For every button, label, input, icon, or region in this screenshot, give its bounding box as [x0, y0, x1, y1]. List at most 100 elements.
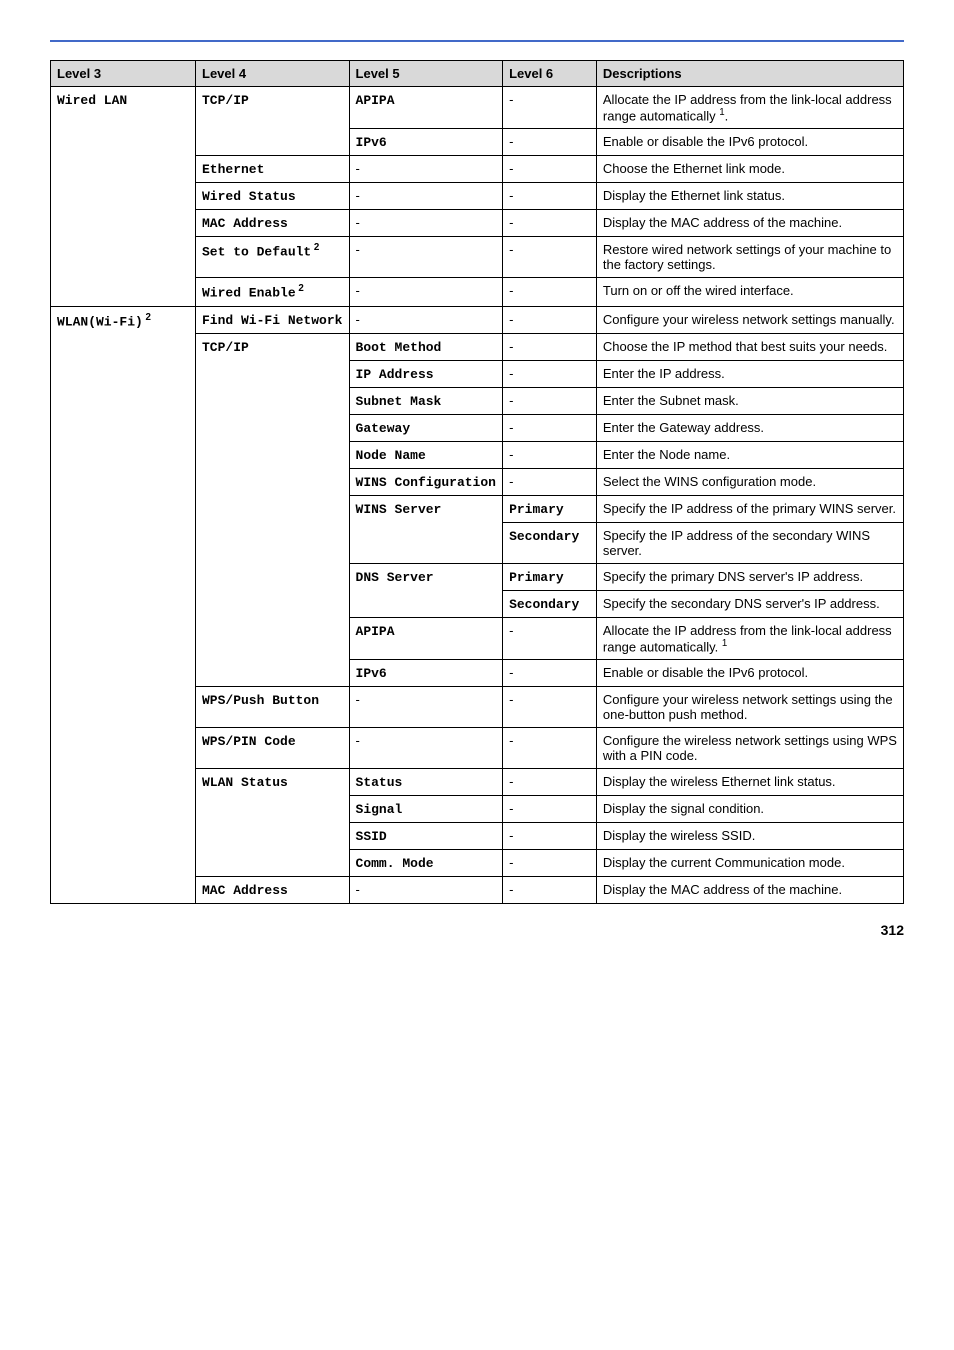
- cell-level6: -: [503, 414, 597, 441]
- cell-level4: WPS/Push Button: [196, 686, 350, 727]
- cell-level4: WLAN Status: [196, 768, 350, 876]
- cell-level5: Node Name: [349, 441, 503, 468]
- cell-level6: -: [503, 727, 597, 768]
- cell-level6: -: [503, 768, 597, 795]
- header-level6: Level 6: [503, 61, 597, 87]
- cell-level6: -: [503, 129, 597, 156]
- cell-level6: -: [503, 876, 597, 903]
- table-row: Wired LANTCP/IPAPIPA-Allocate the IP add…: [51, 87, 904, 129]
- page-number: 312: [50, 922, 904, 938]
- header-level4: Level 4: [196, 61, 350, 87]
- cell-level5: WINS Server: [349, 495, 503, 563]
- header-descriptions: Descriptions: [596, 61, 903, 87]
- header-level5: Level 5: [349, 61, 503, 87]
- cell-level5: IP Address: [349, 360, 503, 387]
- cell-description: Enter the IP address.: [596, 360, 903, 387]
- top-rule: [50, 40, 904, 42]
- cell-description: Allocate the IP address from the link-lo…: [596, 617, 903, 659]
- cell-level4: TCP/IP: [196, 333, 350, 686]
- cell-description: Enable or disable the IPv6 protocol.: [596, 129, 903, 156]
- cell-description: Display the Ethernet link status.: [596, 183, 903, 210]
- cell-level4: Wired Status: [196, 183, 350, 210]
- cell-level5: Status: [349, 768, 503, 795]
- cell-level4: Ethernet: [196, 156, 350, 183]
- cell-level6: -: [503, 795, 597, 822]
- cell-level5: -: [349, 210, 503, 237]
- cell-description: Enter the Subnet mask.: [596, 387, 903, 414]
- cell-level6: Primary: [503, 495, 597, 522]
- cell-level6: -: [503, 659, 597, 686]
- cell-level5: APIPA: [349, 617, 503, 659]
- cell-description: Display the signal condition.: [596, 795, 903, 822]
- cell-description: Configure your wireless network settings…: [596, 306, 903, 333]
- cell-level6: -: [503, 156, 597, 183]
- cell-description: Display the current Communication mode.: [596, 849, 903, 876]
- cell-level6: -: [503, 87, 597, 129]
- cell-level5: Comm. Mode: [349, 849, 503, 876]
- cell-level5: Subnet Mask: [349, 387, 503, 414]
- cell-description: Specify the IP address of the primary WI…: [596, 495, 903, 522]
- cell-description: Allocate the IP address from the link-lo…: [596, 87, 903, 129]
- cell-level5: Signal: [349, 795, 503, 822]
- cell-level5: APIPA: [349, 87, 503, 129]
- cell-level4: WPS/PIN Code: [196, 727, 350, 768]
- settings-table: Level 3 Level 4 Level 5 Level 6 Descript…: [50, 60, 904, 904]
- cell-level5: IPv6: [349, 129, 503, 156]
- cell-level5: Gateway: [349, 414, 503, 441]
- cell-level4: TCP/IP: [196, 87, 350, 156]
- cell-level5: -: [349, 156, 503, 183]
- cell-level4: MAC Address: [196, 210, 350, 237]
- cell-level5: -: [349, 183, 503, 210]
- cell-level5: -: [349, 278, 503, 306]
- cell-description: Enter the Node name.: [596, 441, 903, 468]
- table-row: WLAN(Wi-Fi) 2Find Wi-Fi Network--Configu…: [51, 306, 904, 333]
- cell-level6: -: [503, 360, 597, 387]
- cell-description: Configure your wireless network settings…: [596, 686, 903, 727]
- cell-description: Configure the wireless network settings …: [596, 727, 903, 768]
- cell-description: Choose the Ethernet link mode.: [596, 156, 903, 183]
- cell-level4: Wired Enable 2: [196, 278, 350, 306]
- cell-level5: Boot Method: [349, 333, 503, 360]
- cell-level5: -: [349, 876, 503, 903]
- cell-level5: -: [349, 237, 503, 278]
- cell-level5: IPv6: [349, 659, 503, 686]
- cell-description: Display the MAC address of the machine.: [596, 876, 903, 903]
- cell-level6: -: [503, 849, 597, 876]
- cell-level6: -: [503, 822, 597, 849]
- cell-level5: -: [349, 306, 503, 333]
- cell-level4: MAC Address: [196, 876, 350, 903]
- cell-description: Specify the IP address of the secondary …: [596, 522, 903, 563]
- cell-level6: Primary: [503, 563, 597, 590]
- cell-description: Enter the Gateway address.: [596, 414, 903, 441]
- cell-level6: -: [503, 333, 597, 360]
- cell-level6: -: [503, 237, 597, 278]
- cell-level6: -: [503, 617, 597, 659]
- cell-description: Restore wired network settings of your m…: [596, 237, 903, 278]
- table-header-row: Level 3 Level 4 Level 5 Level 6 Descript…: [51, 61, 904, 87]
- cell-level5: DNS Server: [349, 563, 503, 617]
- cell-description: Turn on or off the wired interface.: [596, 278, 903, 306]
- header-level3: Level 3: [51, 61, 196, 87]
- cell-description: Specify the secondary DNS server's IP ad…: [596, 590, 903, 617]
- cell-level6: -: [503, 468, 597, 495]
- cell-level6: Secondary: [503, 522, 597, 563]
- cell-level6: -: [503, 306, 597, 333]
- cell-description: Display the MAC address of the machine.: [596, 210, 903, 237]
- cell-level6: -: [503, 210, 597, 237]
- cell-level5: -: [349, 686, 503, 727]
- cell-description: Select the WINS configuration mode.: [596, 468, 903, 495]
- cell-level6: -: [503, 686, 597, 727]
- cell-level5: WINS Configuration: [349, 468, 503, 495]
- cell-level6: -: [503, 441, 597, 468]
- cell-level3: Wired LAN: [51, 87, 196, 307]
- cell-description: Display the wireless SSID.: [596, 822, 903, 849]
- cell-level4: Set to Default 2: [196, 237, 350, 278]
- cell-level6: -: [503, 278, 597, 306]
- cell-description: Display the wireless Ethernet link statu…: [596, 768, 903, 795]
- cell-level3: WLAN(Wi-Fi) 2: [51, 306, 196, 903]
- cell-level6: Secondary: [503, 590, 597, 617]
- cell-description: Enable or disable the IPv6 protocol.: [596, 659, 903, 686]
- cell-level6: -: [503, 387, 597, 414]
- cell-level4: Find Wi-Fi Network: [196, 306, 350, 333]
- cell-level6: -: [503, 183, 597, 210]
